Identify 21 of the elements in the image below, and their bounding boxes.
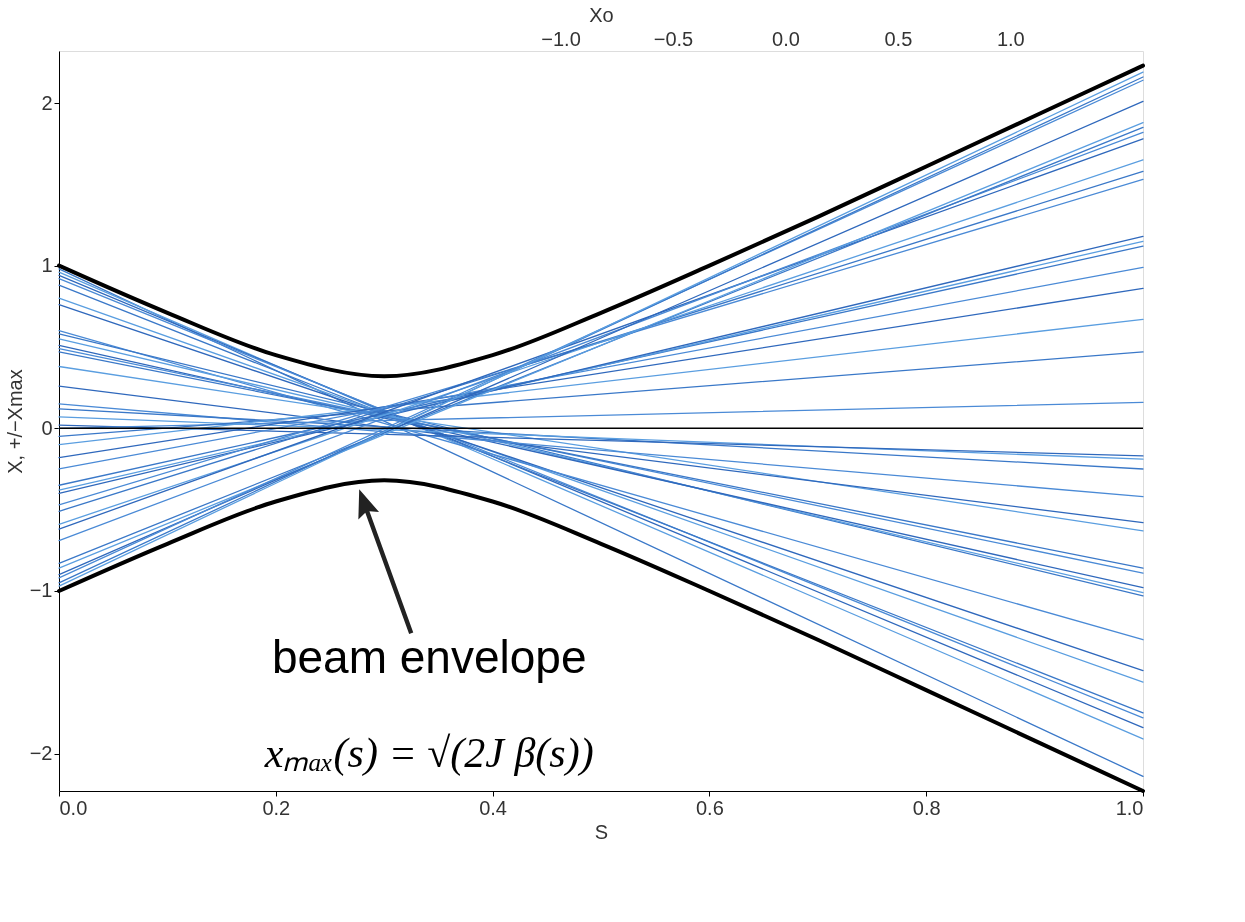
y-tick-label: −1 (29, 579, 53, 602)
y-tick-label: 1 (41, 254, 53, 277)
x2-tick-label: 0.0 (772, 27, 800, 50)
x-tick-label: 0.0 (59, 796, 88, 819)
annotation: xₘₐₓ(s) = √(2J β(s)) (263, 730, 594, 778)
y-tick-label: −2 (29, 742, 53, 765)
x2-tick-label: 0.5 (884, 27, 913, 50)
y-axis-title: X, +/−Xmax (3, 369, 26, 474)
x2-tick-label: −0.5 (653, 27, 694, 50)
x2-axis-title: Xo (589, 3, 614, 26)
x2-tick-label: −1.0 (541, 27, 581, 50)
x-tick-label: 1.0 (1115, 796, 1144, 819)
x-tick-label: 0.8 (912, 796, 941, 819)
x-tick-label: 0.4 (479, 796, 508, 819)
x-tick-label: 0.6 (695, 796, 724, 819)
x-tick-label: 0.2 (262, 796, 291, 819)
y-tick-label: 0 (41, 416, 53, 439)
y-tick-label: 2 (41, 91, 53, 114)
x-axis-title: S (594, 820, 609, 843)
x2-tick-label: 1.0 (996, 27, 1025, 50)
annotation: beam envelope (271, 631, 587, 684)
